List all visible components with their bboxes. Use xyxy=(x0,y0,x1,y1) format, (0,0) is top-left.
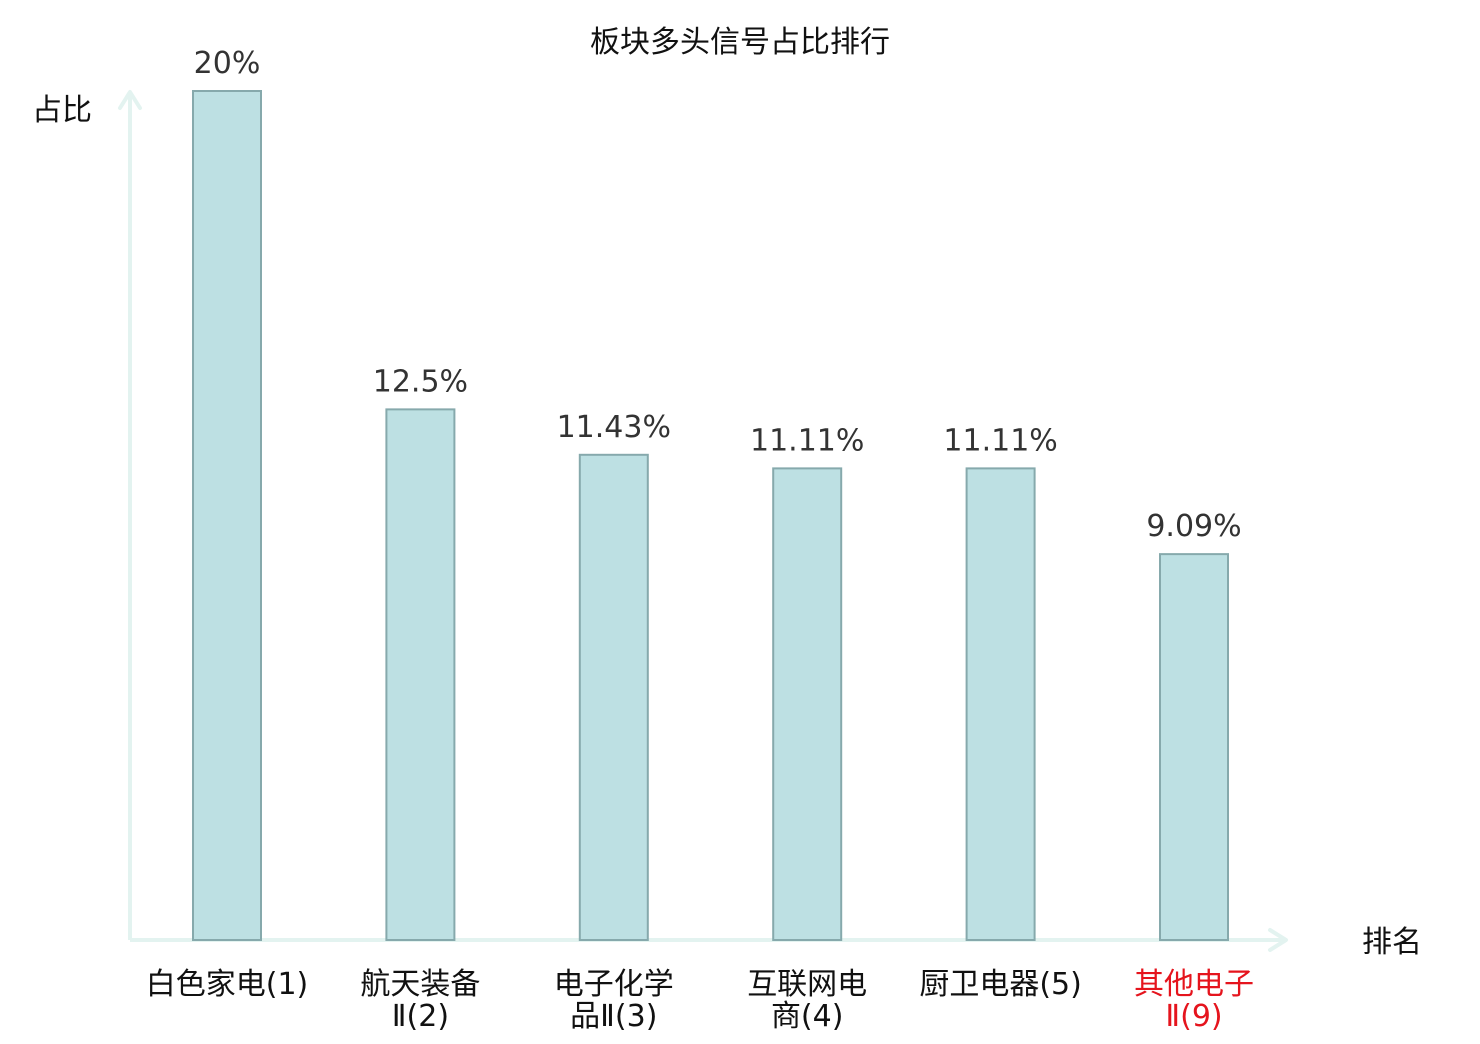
chart-title: 板块多头信号占比排行 xyxy=(590,25,890,60)
category-label: 白色家电(1) xyxy=(146,967,309,1002)
category-label: 品Ⅱ(3) xyxy=(570,999,657,1034)
bar xyxy=(578,453,649,941)
category-label: 其他电子 xyxy=(1134,967,1254,1002)
category-label: 航天装备 xyxy=(360,967,480,1002)
x-axis-arrow-icon xyxy=(1268,928,1288,952)
value-label: 11.43% xyxy=(557,410,671,445)
value-label: 11.11% xyxy=(943,423,1057,458)
bar xyxy=(192,90,262,941)
bars-group xyxy=(192,90,1229,942)
value-labels-group: 20% 12.5% 11.43% 11.11% 11.11% 9.09% xyxy=(194,46,1242,544)
category-label: Ⅱ(9) xyxy=(1165,999,1222,1034)
bar xyxy=(772,467,843,941)
bar xyxy=(1159,553,1229,942)
bar xyxy=(385,408,456,941)
category-label: 互联网电 xyxy=(747,967,867,1002)
value-label: 20% xyxy=(194,46,261,81)
bar xyxy=(965,467,1036,941)
category-label: Ⅱ(2) xyxy=(392,999,449,1034)
y-axis-label: 占比 xyxy=(32,93,92,128)
value-label: 9.09% xyxy=(1146,509,1241,544)
category-label: 商(4) xyxy=(771,999,844,1034)
value-label: 12.5% xyxy=(373,364,468,399)
value-label: 11.11% xyxy=(750,423,864,458)
category-label: 电子化学 xyxy=(554,967,674,1002)
y-axis-arrow-icon xyxy=(118,90,142,110)
axes xyxy=(118,90,1288,952)
x-axis-label: 排名 xyxy=(1362,925,1422,960)
category-label: 厨卫电器(5) xyxy=(919,967,1082,1002)
